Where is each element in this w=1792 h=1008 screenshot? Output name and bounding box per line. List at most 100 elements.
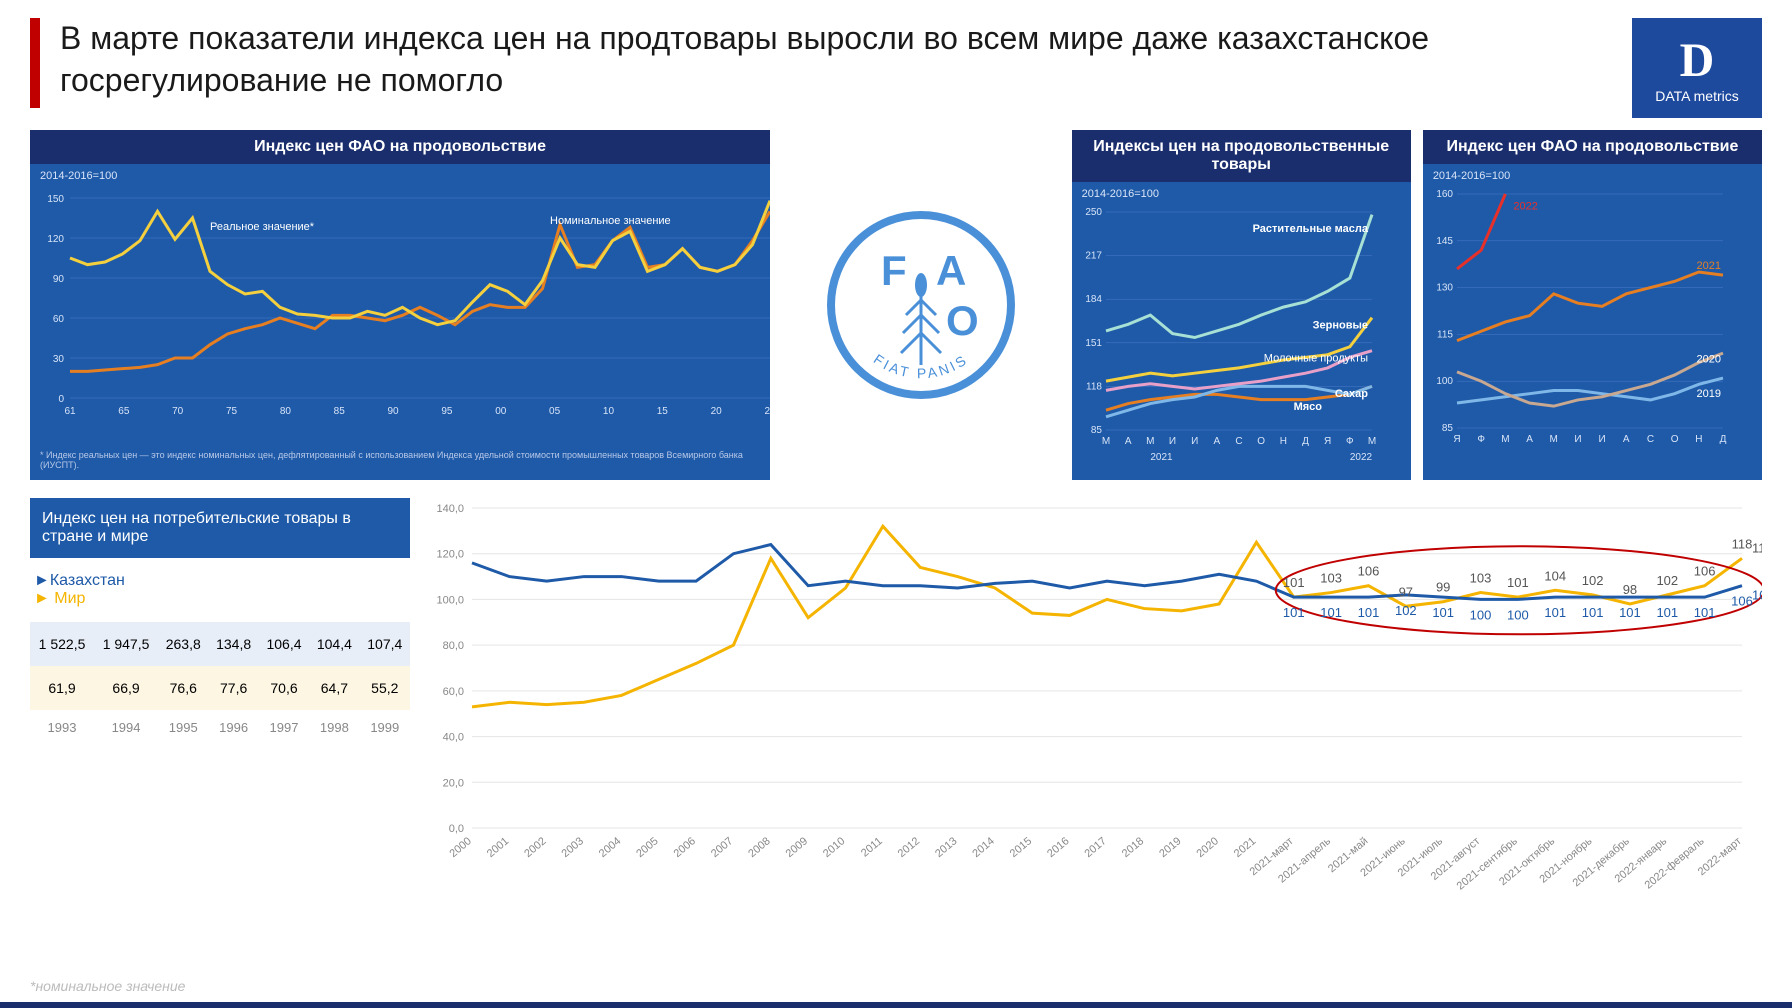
svg-text:А: А — [1124, 436, 1131, 447]
svg-text:2014: 2014 — [970, 835, 996, 860]
svg-text:2002: 2002 — [522, 835, 548, 860]
bottom-row: Индекс цен на потребительские товары в с… — [0, 480, 1792, 938]
svg-text:145: 145 — [1436, 236, 1453, 247]
svg-text:2015: 2015 — [1008, 835, 1034, 860]
svg-text:80: 80 — [280, 406, 292, 417]
svg-text:2000: 2000 — [447, 835, 473, 860]
panel3-title: Индекс цен ФАО на продовольствие — [1423, 130, 1762, 164]
svg-text:101: 101 — [1544, 605, 1566, 620]
svg-text:85: 85 — [1442, 423, 1454, 434]
accent-bar — [30, 18, 40, 108]
panel1-footnote: * Индекс реальных цен — это индекс номин… — [30, 444, 770, 476]
bottom-border — [0, 1002, 1792, 1008]
svg-text:97: 97 — [1399, 584, 1413, 599]
svg-text:85: 85 — [334, 406, 346, 417]
panel2-chart: 85118151184217250МАМИИАСОНДЯФМ20212022Ра… — [1072, 206, 1411, 476]
legend-world: ► Мир — [34, 590, 406, 608]
svg-text:Сахар: Сахар — [1334, 388, 1367, 400]
svg-text:2010: 2010 — [821, 835, 847, 860]
svg-text:2003: 2003 — [560, 835, 586, 860]
svg-text:115: 115 — [1437, 329, 1453, 340]
svg-text:И: И — [1574, 434, 1581, 445]
svg-text:99: 99 — [1436, 580, 1450, 595]
svg-text:22: 22 — [764, 406, 770, 417]
svg-text:106: 106 — [1731, 594, 1753, 609]
svg-text:90: 90 — [53, 274, 65, 285]
svg-text:A: A — [936, 247, 966, 294]
svg-text:2017: 2017 — [1082, 835, 1108, 860]
main-chart-area: 0,020,040,060,080,0100,0120,0140,0200020… — [422, 498, 1762, 938]
svg-text:С: С — [1235, 436, 1242, 447]
svg-text:15: 15 — [657, 406, 669, 417]
svg-text:106: 106 — [1752, 588, 1762, 603]
svg-text:Я: Я — [1453, 434, 1460, 445]
svg-text:104: 104 — [1544, 568, 1566, 583]
svg-text:2019: 2019 — [1157, 835, 1183, 860]
panel1-chart: 0306090120150616570758085909500051015202… — [30, 188, 770, 448]
legend-world-label: Мир — [54, 590, 85, 607]
svg-text:Н: Н — [1695, 434, 1702, 445]
side-table: 1 522,51 947,5263,8134,8106,4104,4107,46… — [30, 622, 410, 745]
svg-text:101: 101 — [1283, 575, 1305, 590]
svg-text:2021: 2021 — [1232, 835, 1258, 860]
svg-text:118: 118 — [1732, 536, 1753, 551]
svg-text:Ф: Ф — [1477, 434, 1485, 445]
svg-text:250: 250 — [1085, 207, 1102, 218]
svg-text:М: М — [1501, 434, 1509, 445]
svg-text:2021: 2021 — [1696, 260, 1720, 272]
svg-text:60,0: 60,0 — [443, 686, 464, 698]
panel3-chart: 85100115130145160ЯФМАМИИАСОНД20222021202… — [1423, 188, 1762, 458]
svg-text:101: 101 — [1582, 605, 1604, 620]
svg-text:102: 102 — [1395, 603, 1417, 618]
legend-kz-label: Казахстан — [50, 572, 125, 589]
svg-text:2004: 2004 — [597, 835, 623, 860]
svg-text:101: 101 — [1656, 605, 1678, 620]
fao-logo-icon: F A O FIAT PANIS — [821, 205, 1021, 405]
svg-text:102: 102 — [1656, 573, 1678, 588]
svg-text:101: 101 — [1619, 605, 1641, 620]
footnote-bottom: *номинальное значение — [30, 978, 185, 994]
svg-text:101: 101 — [1432, 605, 1454, 620]
svg-text:101: 101 — [1694, 605, 1716, 620]
svg-text:2005: 2005 — [634, 835, 660, 860]
svg-text:95: 95 — [441, 406, 453, 417]
svg-text:2009: 2009 — [784, 835, 810, 860]
svg-text:184: 184 — [1085, 294, 1102, 305]
svg-text:А: А — [1213, 436, 1220, 447]
panel-fao-main: Индекс цен ФАО на продовольствие 2014-20… — [30, 130, 770, 480]
svg-text:05: 05 — [549, 406, 561, 417]
svg-text:С: С — [1647, 434, 1654, 445]
svg-text:106: 106 — [1694, 564, 1716, 579]
svg-text:10: 10 — [603, 406, 615, 417]
svg-text:2001: 2001 — [485, 835, 511, 860]
svg-text:А: А — [1623, 434, 1630, 445]
svg-text:И: И — [1191, 436, 1198, 447]
svg-text:101: 101 — [1507, 575, 1529, 590]
svg-text:103: 103 — [1320, 571, 1342, 586]
svg-text:101: 101 — [1283, 605, 1305, 620]
svg-text:2011: 2011 — [859, 835, 885, 859]
svg-text:65: 65 — [118, 406, 130, 417]
panel3-subtitle: 2014-2016=100 — [1423, 164, 1762, 188]
svg-text:F: F — [881, 247, 907, 294]
svg-text:101: 101 — [1358, 605, 1380, 620]
svg-text:100: 100 — [1470, 607, 1492, 622]
legend: ►Казахстан ► Мир — [30, 558, 410, 622]
svg-text:Мясо: Мясо — [1293, 401, 1322, 413]
brand-logo: D DATA metrics — [1632, 18, 1762, 118]
svg-text:М: М — [1549, 434, 1557, 445]
svg-text:И: И — [1169, 436, 1176, 447]
svg-text:90: 90 — [388, 406, 400, 417]
svg-text:Я: Я — [1324, 436, 1331, 447]
svg-text:2020: 2020 — [1195, 835, 1221, 860]
svg-text:O: O — [946, 297, 979, 344]
svg-text:2007: 2007 — [709, 835, 735, 860]
svg-text:140,0: 140,0 — [436, 503, 464, 515]
svg-text:0,0: 0,0 — [449, 823, 464, 835]
svg-text:2006: 2006 — [672, 835, 698, 860]
svg-text:40,0: 40,0 — [443, 732, 464, 744]
svg-text:Д: Д — [1302, 436, 1309, 447]
panel2-title: Индексы цен на продовольственные товары — [1072, 130, 1411, 182]
svg-text:2008: 2008 — [746, 835, 772, 860]
top-row: Индекс цен ФАО на продовольствие 2014-20… — [0, 130, 1792, 480]
